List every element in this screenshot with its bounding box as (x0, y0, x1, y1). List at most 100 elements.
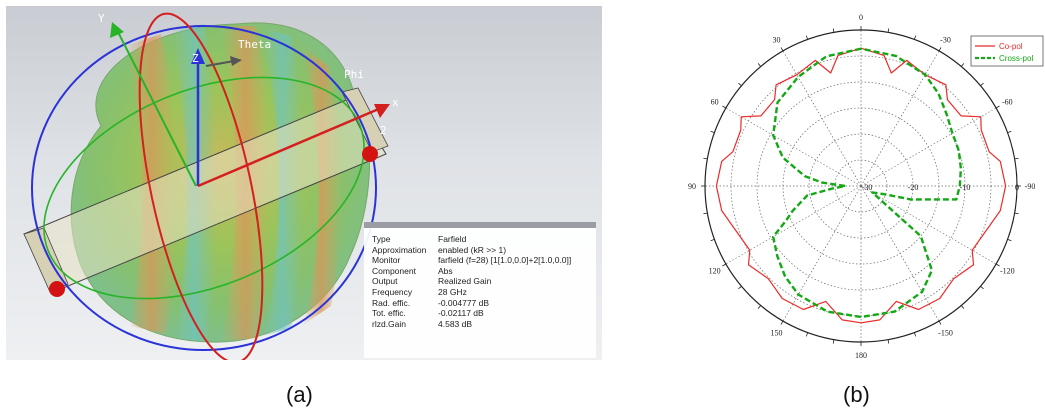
info-row: rlzd.Gain 4.583 dB (372, 319, 588, 330)
radial-tick-label: -30 (862, 183, 873, 192)
polar-tick-mark (960, 305, 965, 309)
phi-direction-arrow-icon (230, 56, 242, 66)
polar-tick-mark (938, 320, 942, 325)
polar-tick-mark (703, 157, 708, 160)
polar-tick-mark (995, 105, 1000, 109)
angle-tick-label: -60 (1002, 98, 1013, 107)
info-key: Component (372, 265, 416, 276)
angle-tick-label: -150 (938, 328, 953, 337)
polar-tick-mark (780, 320, 784, 325)
polar-grid-spoke (725, 185, 862, 265)
polar-tick-mark (757, 305, 762, 309)
theta-label: Theta (238, 38, 271, 51)
info-value: Abs (438, 265, 453, 276)
angle-tick-label: -30 (940, 36, 951, 45)
cross-pol-trace (772, 47, 963, 319)
info-key: Approximation (372, 244, 427, 255)
farfield-info-box: Type Farfield Approximation enabled (kR >> … (364, 222, 596, 358)
info-key: Output (372, 276, 398, 287)
x-axis-arrow-icon (374, 104, 390, 118)
co-pol-trace (715, 47, 1007, 324)
legend-entry: Co-pol (999, 42, 1023, 51)
info-row: Monitor farfield (f=28) [1[1.0,0.0]+2[1.0… (372, 255, 588, 266)
y-axis-arrow-icon (110, 22, 124, 38)
polar-tick-mark (722, 105, 727, 109)
polar-tick-mark (980, 285, 984, 290)
info-key: Rad. effic. (372, 297, 411, 308)
polar-tick-mark (738, 82, 742, 87)
polar-tick-mark (1007, 130, 1012, 134)
info-key: Tot. effic. (372, 308, 406, 319)
info-row: Tot. effic. -0.02117 dB (372, 308, 588, 319)
angle-tick-label: 90 (688, 182, 696, 191)
polar-tick-mark (722, 263, 727, 267)
polar-tick-mark (887, 339, 890, 344)
radial-tick-label: -20 (908, 183, 919, 192)
polar-tick-mark (832, 339, 835, 344)
radial-tick-label: -10 (960, 183, 971, 192)
polar-grid-spoke (782, 50, 862, 187)
polar-tick-mark (703, 212, 708, 215)
info-key: Type (372, 234, 391, 244)
phi-direction-line (205, 60, 235, 67)
info-key: rlzd.Gain (372, 318, 407, 329)
polar-tick-mark (960, 63, 965, 67)
polar-grid-spoke (860, 107, 997, 187)
info-value: 28 GHz (438, 286, 467, 297)
polar-grid-spoke (860, 185, 997, 265)
polar-grid-spoke (725, 107, 862, 187)
info-key: Monitor (372, 255, 401, 266)
angle-tick-label: 180 (855, 351, 867, 360)
angle-tick-label: 30 (773, 36, 781, 45)
info-value: enabled (kR >> 1) (438, 244, 507, 255)
y-axis-label: Y (98, 12, 105, 25)
polar-tick-mark (1014, 212, 1019, 215)
port-marker-2-icon (362, 146, 378, 162)
farfield-3d-view: Y Z x Theta Phi 2 Type Farfield Approximat… (6, 6, 602, 360)
polar-tick-mark (780, 47, 784, 52)
polar-grid-spoke (860, 185, 940, 322)
phi-circle (31, 25, 377, 351)
angle-tick-label: 120 (709, 267, 721, 276)
polar-radiation-plot: 0 30 60 90 120 150 180 -150 -120 -90 -60 -30 -30 -20 -… (688, 13, 1044, 360)
polar-tick-mark (805, 332, 809, 337)
farfield-3d-canvas: Y Z x Theta Phi 2 (23, 12, 399, 360)
info-value: -0.02117 dB (438, 308, 484, 319)
angle-tick-label: -120 (1000, 267, 1015, 276)
angle-tick-label: 150 (771, 328, 783, 337)
polar-grid-spoke (860, 50, 940, 187)
info-row: Type Farfield (372, 234, 588, 245)
info-row: Frequency 28 GHz (372, 287, 588, 298)
polar-grid-ring (808, 133, 914, 239)
legend-entry: Cross-pol (999, 54, 1033, 63)
polar-tick-mark (913, 332, 917, 337)
port-marker-1-icon (49, 281, 65, 297)
z-axis-arrow-icon (191, 48, 205, 64)
theta-circle (138, 12, 264, 360)
equator-circle (43, 76, 365, 300)
info-row: Component Abs (372, 266, 588, 277)
polar-tick-mark (938, 47, 942, 52)
polar-tick-mark (1014, 157, 1019, 160)
polar-grid-ring (756, 81, 966, 291)
polar-tick-mark (913, 35, 917, 40)
radial-tick-label: 0 (1015, 183, 1019, 192)
angle-tick-label: 60 (711, 98, 719, 107)
caption-a: (a) (286, 382, 313, 407)
polar-tick-mark (1007, 238, 1012, 242)
info-value: farfield (f=28) [1[1.0,0.0]+2[1.0,0.0]] (438, 255, 572, 266)
angle-tick-label: -90 (1025, 182, 1036, 191)
info-row: Output Realized Gain (372, 276, 588, 287)
info-value: Realized Gain (438, 276, 492, 287)
polar-tick-mark (980, 82, 984, 87)
info-value: -0.004777 dB (438, 297, 490, 308)
port-number-label: 2 (380, 124, 387, 137)
polar-tick-mark (757, 63, 762, 67)
angle-tick-label: 0 (859, 13, 863, 22)
info-key: Frequency (372, 286, 413, 297)
polar-grid-spoke (782, 185, 862, 322)
z-axis-label: Z (192, 52, 199, 65)
polar-tick-mark (710, 130, 715, 134)
polar-tick-mark (738, 285, 742, 290)
polar-tick-mark (832, 28, 835, 33)
